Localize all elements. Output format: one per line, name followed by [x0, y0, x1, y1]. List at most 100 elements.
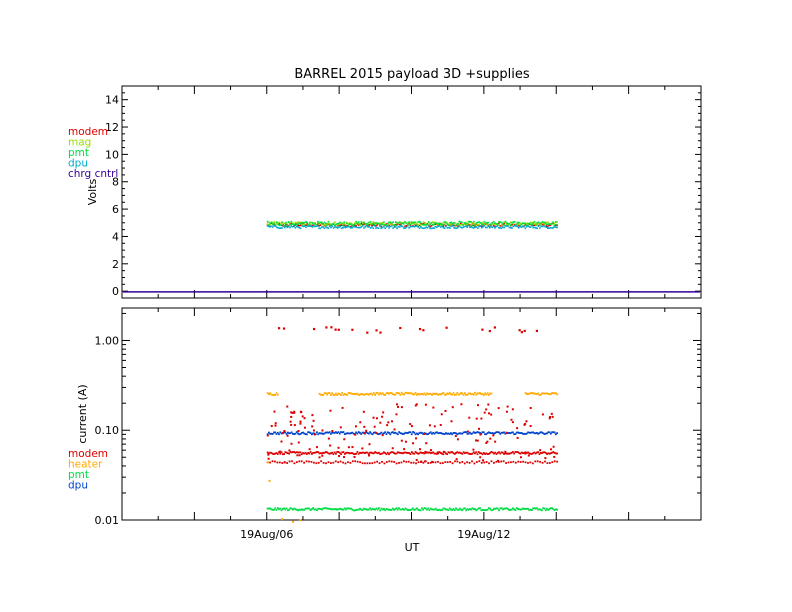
data-point	[442, 507, 445, 510]
data-point	[410, 225, 413, 228]
data-point	[313, 225, 315, 227]
data-point	[500, 224, 503, 226]
data-point	[339, 225, 342, 228]
data-point	[402, 460, 405, 463]
data-point	[499, 225, 502, 227]
data-point	[470, 393, 473, 396]
data-point	[269, 461, 271, 464]
data-point	[478, 427, 481, 430]
data-point	[412, 222, 414, 224]
data-point	[391, 222, 393, 224]
data-point	[466, 461, 469, 464]
data-point	[533, 392, 536, 395]
data-point	[420, 452, 423, 454]
data-point	[399, 452, 402, 454]
data-point	[303, 508, 306, 511]
bottom-data-points	[266, 326, 559, 523]
legend-entry-mag: mag	[68, 137, 91, 149]
data-point	[393, 508, 395, 511]
data-point	[323, 392, 326, 395]
data-point	[537, 392, 540, 395]
data-point	[312, 507, 315, 509]
data-point	[307, 223, 310, 226]
data-point	[268, 221, 270, 224]
data-point	[338, 224, 340, 227]
data-point	[404, 227, 406, 230]
data-point	[269, 432, 272, 435]
data-point	[408, 509, 411, 511]
data-point	[455, 507, 457, 510]
data-point	[514, 433, 517, 435]
data-point	[458, 507, 461, 510]
data-point	[420, 460, 423, 463]
data-point	[442, 450, 445, 453]
data-point	[376, 391, 379, 394]
legend-entry-dpu: dpu	[68, 480, 88, 492]
data-point	[298, 454, 301, 457]
data-point	[353, 224, 356, 227]
data-point	[438, 432, 441, 434]
data-point	[446, 432, 449, 435]
data-point	[282, 327, 286, 330]
data-point	[412, 461, 415, 464]
data-point	[339, 460, 342, 463]
data-point	[336, 227, 339, 229]
data-point	[380, 223, 383, 226]
data-point	[313, 433, 316, 436]
data-point	[501, 508, 504, 511]
bottom-plot-frame	[121, 307, 702, 521]
data-point	[364, 222, 367, 225]
data-point	[317, 451, 320, 454]
data-point	[553, 451, 556, 454]
data-point	[292, 432, 294, 435]
data-point	[472, 451, 475, 454]
data-point	[299, 433, 302, 435]
data-point	[437, 509, 440, 512]
data-point	[456, 433, 459, 436]
data-point	[398, 507, 401, 510]
data-point	[422, 508, 425, 511]
data-point	[347, 507, 350, 510]
data-point	[479, 431, 481, 434]
data-point	[488, 462, 490, 465]
data-point	[297, 429, 300, 432]
top-x-axis	[157, 86, 666, 298]
data-point	[351, 392, 354, 395]
data-point	[516, 224, 519, 226]
legend-entry-dpu: dpu	[68, 158, 88, 170]
data-point	[529, 223, 532, 225]
data-point	[369, 393, 371, 395]
data-point	[331, 508, 334, 511]
data-point	[284, 508, 287, 511]
data-point	[541, 509, 543, 512]
data-point	[323, 507, 326, 510]
data-point	[366, 432, 369, 434]
data-point	[349, 461, 352, 464]
data-point	[380, 227, 383, 230]
data-point	[274, 422, 277, 425]
data-point	[467, 392, 470, 395]
data-point	[340, 431, 342, 433]
data-point	[370, 432, 373, 435]
data-point	[437, 223, 439, 225]
data-point	[309, 451, 312, 453]
data-point	[404, 431, 407, 434]
data-point	[490, 225, 492, 228]
data-point	[548, 393, 551, 395]
data-point	[294, 508, 297, 511]
data-point	[361, 393, 364, 396]
data-point	[286, 509, 289, 512]
data-point	[335, 508, 337, 510]
data-point	[294, 221, 297, 224]
data-point	[388, 453, 390, 456]
data-point	[545, 226, 548, 229]
data-point	[490, 460, 493, 463]
data-point	[402, 227, 405, 229]
data-point	[274, 224, 277, 226]
data-point	[482, 509, 485, 511]
data-point	[455, 432, 457, 435]
data-point	[396, 392, 399, 394]
data-point	[527, 451, 529, 454]
data-point	[433, 227, 435, 229]
data-point	[386, 508, 389, 511]
